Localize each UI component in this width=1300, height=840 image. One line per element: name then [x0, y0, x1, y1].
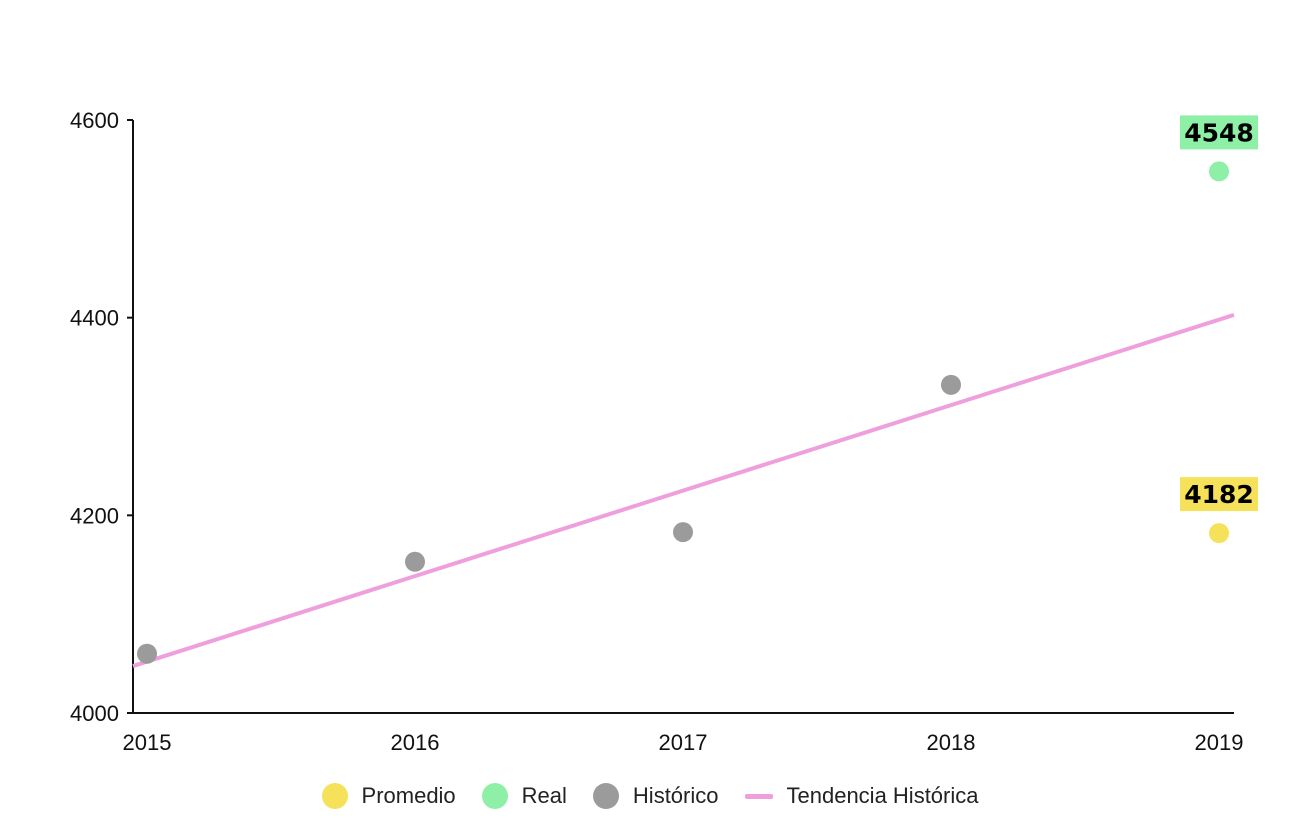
y-tick-label: 4000	[70, 701, 119, 726]
data-point-real	[1209, 161, 1229, 182]
data-point-hist-rico	[673, 522, 693, 543]
data-point-promedio	[1209, 523, 1229, 544]
x-tick-label: 2017	[659, 730, 708, 755]
data-label: 4182	[1184, 480, 1254, 509]
x-tick-label: 2016	[391, 730, 440, 755]
legend-item-promedio: Promedio	[321, 783, 456, 809]
data-point-hist-rico	[941, 374, 961, 395]
y-tick-label: 4400	[70, 306, 119, 331]
data-point-hist-rico	[405, 551, 425, 572]
data-labels-layer: 4182 4548	[1180, 115, 1258, 512]
data-point-hist-rico	[137, 643, 157, 664]
data-label: 4548	[1184, 118, 1254, 147]
legend-marker-real	[481, 783, 508, 809]
legend-marker-promedio	[321, 783, 348, 809]
x-tick-label: 2018	[927, 730, 976, 755]
x-tick-label: 2015	[123, 730, 172, 755]
legend-label-tendencia: Tendencia Histórica	[786, 783, 979, 808]
legend-label-real: Real	[521, 783, 567, 808]
data-label-background	[1180, 115, 1258, 150]
legend-item-tendencia: Tendencia Histórica	[744, 783, 979, 809]
legend: Promedio Real Histórico Tendencia Histór…	[0, 776, 1300, 816]
y-tick-label: 4200	[70, 503, 119, 528]
trend-layer	[132, 312, 1235, 668]
axes: 4000 4200 4400 4600 2015 2016 2017 2018 2019	[70, 108, 1243, 755]
legend-marker-tendencia	[744, 793, 773, 799]
y-tick-label: 4600	[70, 108, 119, 133]
legend-marker-historico	[592, 783, 619, 809]
points-layer	[137, 161, 1229, 664]
data-label-background	[1180, 477, 1258, 512]
legend-label-historico: Histórico	[632, 783, 719, 808]
x-tick-label: 2019	[1195, 730, 1244, 755]
trend-line	[132, 312, 1235, 668]
legend-label-promedio: Promedio	[361, 783, 456, 808]
legend-item-real: Real	[481, 783, 567, 809]
legend-item-historico: Histórico	[592, 783, 719, 809]
